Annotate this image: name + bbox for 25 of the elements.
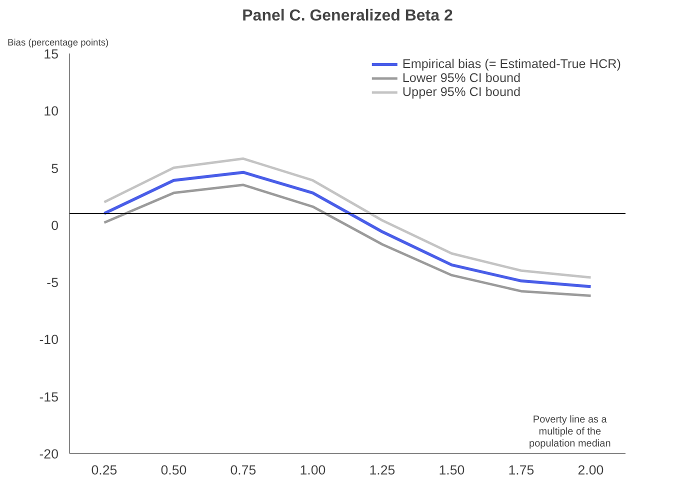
- x-tick-label: 0.25: [91, 462, 118, 478]
- y-tick-label: -5: [46, 275, 59, 290]
- legend-label: Lower 95% CI bound: [402, 71, 521, 85]
- x-tick-label: 1.50: [438, 462, 465, 478]
- x-axis-title: Poverty line as a multiple of the population median: [529, 414, 611, 450]
- chart-title: Panel C. Generalized Beta 2: [242, 8, 453, 24]
- line-series: [103, 157, 592, 279]
- line-series: [102, 170, 592, 288]
- legend-label: Empirical bias (= Estimated-True HCR): [402, 57, 621, 71]
- y-tick-label: 15: [44, 46, 59, 62]
- y-tick-label: 5: [51, 160, 59, 176]
- x-tick-label: 1.75: [508, 462, 534, 478]
- line-series: [103, 184, 592, 298]
- x-tick-label: 2.00: [578, 462, 604, 478]
- y-tick-label: -20: [39, 446, 58, 462]
- x-tick-label: 1.00: [300, 462, 326, 478]
- y-tick-label: -15: [39, 389, 58, 404]
- x-tick-label: 1.25: [369, 462, 396, 478]
- legend-label: Upper 95% CI bound: [402, 85, 521, 99]
- y-tick-label: 10: [44, 104, 59, 119]
- y-axis-title: Bias (percentage points): [8, 38, 109, 48]
- x-tick-label: 0.75: [230, 462, 256, 478]
- x-tick-label: 0.50: [160, 462, 187, 478]
- y-tick-label: -10: [39, 332, 58, 348]
- y-tick-label: 0: [51, 218, 59, 233]
